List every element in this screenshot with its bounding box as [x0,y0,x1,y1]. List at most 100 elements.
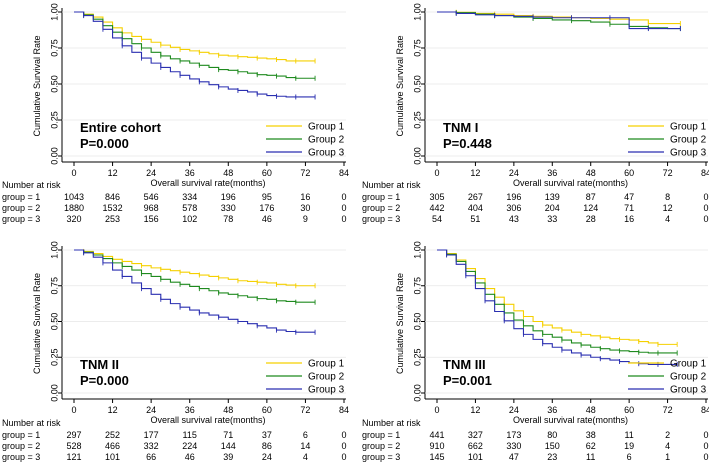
risk-row-label: group = 1 [362,192,400,202]
risk-row-label: group = 3 [362,214,400,224]
panel-title: Entire cohort [80,120,162,135]
risk-count: 253 [105,214,120,224]
risk-count: 4 [665,441,670,451]
risk-count: 2 [665,430,670,440]
series-line-group-2 [74,249,316,303]
censor-marks-group-2 [83,12,316,81]
x-axis-label: Overall survival rate(months) [513,415,628,425]
x-tick-label: 48 [223,168,233,178]
risk-count: 0 [703,203,708,213]
risk-count: 115 [183,430,197,440]
y-axis-label: Cumulative Survival Rate [395,273,405,374]
risk-count: 0 [703,192,708,202]
risk-count: 320 [66,214,81,224]
risk-count: 43 [509,214,519,224]
censor-marks-group-2 [83,249,316,305]
x-tick-label: 36 [547,405,557,415]
risk-count: 39 [223,452,233,462]
risk-table-title: Number at risk [2,418,61,428]
risk-row-label: group = 3 [2,452,40,462]
legend-label-group-2: Group 2 [308,372,345,383]
risk-row-label: group = 2 [2,441,40,451]
risk-count: 0 [341,441,346,451]
risk-count: 297 [66,430,81,440]
y-tick-label: 0.50 [413,313,423,331]
series-line-group-1 [437,249,678,345]
risk-count: 173 [506,430,521,440]
y-tick-label: 0.50 [413,75,423,93]
y-tick-label: 1.00 [50,241,60,259]
y-tick-label: 0.25 [413,111,423,129]
x-tick-label: 0 [434,405,439,415]
y-tick-label: 0.00 [413,384,423,402]
risk-count: 0 [703,452,708,462]
risk-count: 1532 [103,203,123,213]
x-tick-label: 72 [663,405,673,415]
chart-panel-3: 0.000.250.500.751.000 12 24 36 48 60 72 84Overa… [2,241,349,462]
risk-count: 330 [221,203,236,213]
risk-count: 0 [341,214,346,224]
risk-count: 150 [545,441,560,451]
risk-count: 4 [665,214,670,224]
y-tick-label: 0.25 [50,348,60,366]
y-axis-label: Cumulative Survival Rate [32,35,42,136]
x-tick-label: 0 [434,168,439,178]
y-tick-label: 0.50 [50,313,60,331]
risk-count: 578 [182,203,197,213]
risk-count: 0 [703,430,708,440]
censor-marks-group-1 [446,251,678,347]
y-axis-label: Cumulative Survival Rate [395,35,405,136]
risk-count: 252 [105,430,120,440]
risk-count: 139 [545,192,560,202]
risk-count: 404 [468,203,483,213]
panel-pvalue: P=0.000 [80,136,129,151]
x-tick-label: 36 [547,168,557,178]
risk-count: 101 [468,452,483,462]
x-tick-label: 84 [339,168,349,178]
x-tick-label: 24 [146,405,156,415]
x-axis-label: Overall survival rate(months) [150,178,265,188]
risk-count: 267 [468,192,483,202]
risk-count: 16 [624,214,634,224]
series-line-group-2 [437,11,681,30]
risk-row-label: group = 1 [2,192,40,202]
x-axis-label: Overall survival rate(months) [150,415,265,425]
legend-label-group-1: Group 1 [308,122,345,133]
risk-count: 196 [221,192,236,202]
censor-marks-group-1 [83,248,316,289]
y-tick-label: 0.00 [50,147,60,165]
x-tick-label: 24 [509,405,519,415]
x-tick-label: 36 [185,168,195,178]
censor-marks-group-3 [83,13,316,100]
risk-count: 121 [66,452,81,462]
risk-count: 101 [105,452,120,462]
risk-count: 224 [182,441,197,451]
censor-marks-group-2 [446,251,678,356]
x-tick-label: 72 [300,405,310,415]
risk-row-label: group = 2 [362,203,400,213]
panel-title: TNM III [443,357,486,372]
panel-pvalue: P=0.448 [443,136,492,151]
chart-panel-4: 0.000.250.500.751.000 12 24 36 48 60 72 84Overa… [362,241,709,462]
risk-count: 6 [303,430,308,440]
risk-count: 30 [300,203,310,213]
x-tick-label: 12 [108,405,118,415]
y-tick-label: 0.50 [50,75,60,93]
series-line-group-3 [74,11,316,98]
risk-count: 1043 [64,192,84,202]
risk-count: 19 [624,441,634,451]
risk-count: 71 [223,430,233,440]
x-tick-label: 48 [586,168,596,178]
risk-count: 1880 [64,203,84,213]
x-tick-label: 0 [71,168,76,178]
risk-count: 327 [468,430,483,440]
risk-count: 144 [221,441,236,451]
series-line-group-1 [74,249,316,287]
risk-count: 38 [586,430,596,440]
y-tick-label: 0.75 [50,39,60,57]
x-tick-label: 48 [586,405,596,415]
x-tick-label: 60 [262,168,272,178]
risk-row-label: group = 2 [362,441,400,451]
risk-table-title: Number at risk [362,418,421,428]
